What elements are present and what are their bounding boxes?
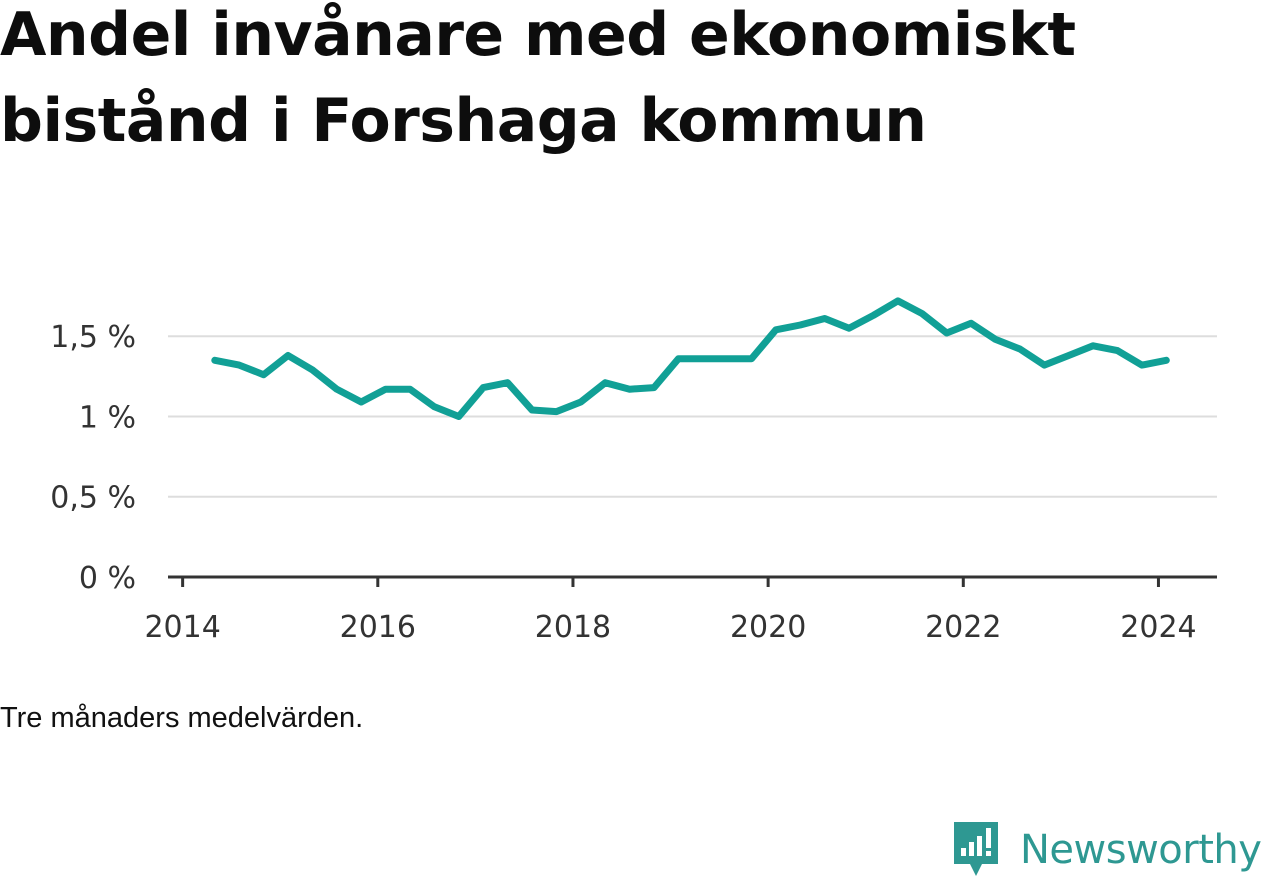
chart-title-line-2: bistånd i Forshaga kommun bbox=[0, 86, 927, 156]
y-tick-label-3: 1,5 % bbox=[50, 320, 136, 355]
x-tick-label-3: 2020 bbox=[730, 610, 806, 645]
x-tick-label-2: 2018 bbox=[535, 610, 611, 645]
series-layer bbox=[211, 297, 1170, 420]
series-line-0 bbox=[211, 297, 1170, 420]
y-tick-label-0: 0 % bbox=[79, 561, 136, 596]
x-tick-label-1: 2016 bbox=[340, 610, 416, 645]
x-tick-label-0: 2014 bbox=[144, 610, 220, 645]
y-tick-label-2: 1 % bbox=[79, 400, 136, 435]
brand-logo: Newsworthy bbox=[950, 818, 1262, 882]
footnote: Tre månaders medelvärden. bbox=[0, 702, 364, 734]
y-tick-label-1: 0,5 % bbox=[50, 481, 136, 516]
brand-name: Newsworthy bbox=[1020, 827, 1262, 873]
chart-title-line-1: Andel invånare med ekonomiskt bbox=[0, 0, 1076, 70]
line-chart: 0 % 0,5 % 1 % 1,5 % 2014 2016 2018 2020 2022 202… bbox=[50, 297, 1217, 645]
x-axis: 2014 2016 2018 2020 2022 2024 bbox=[144, 575, 1217, 645]
x-tick-label-5: 2024 bbox=[1120, 610, 1196, 645]
x-tick-label-4: 2022 bbox=[925, 610, 1001, 645]
newsworthy-logo-icon bbox=[954, 822, 998, 876]
chart-title: Andel invånare med ekonomiskt bistånd i … bbox=[0, 0, 1200, 164]
y-axis-labels: 0 % 0,5 % 1 % 1,5 % bbox=[50, 320, 136, 596]
grid-lines bbox=[168, 335, 1217, 498]
